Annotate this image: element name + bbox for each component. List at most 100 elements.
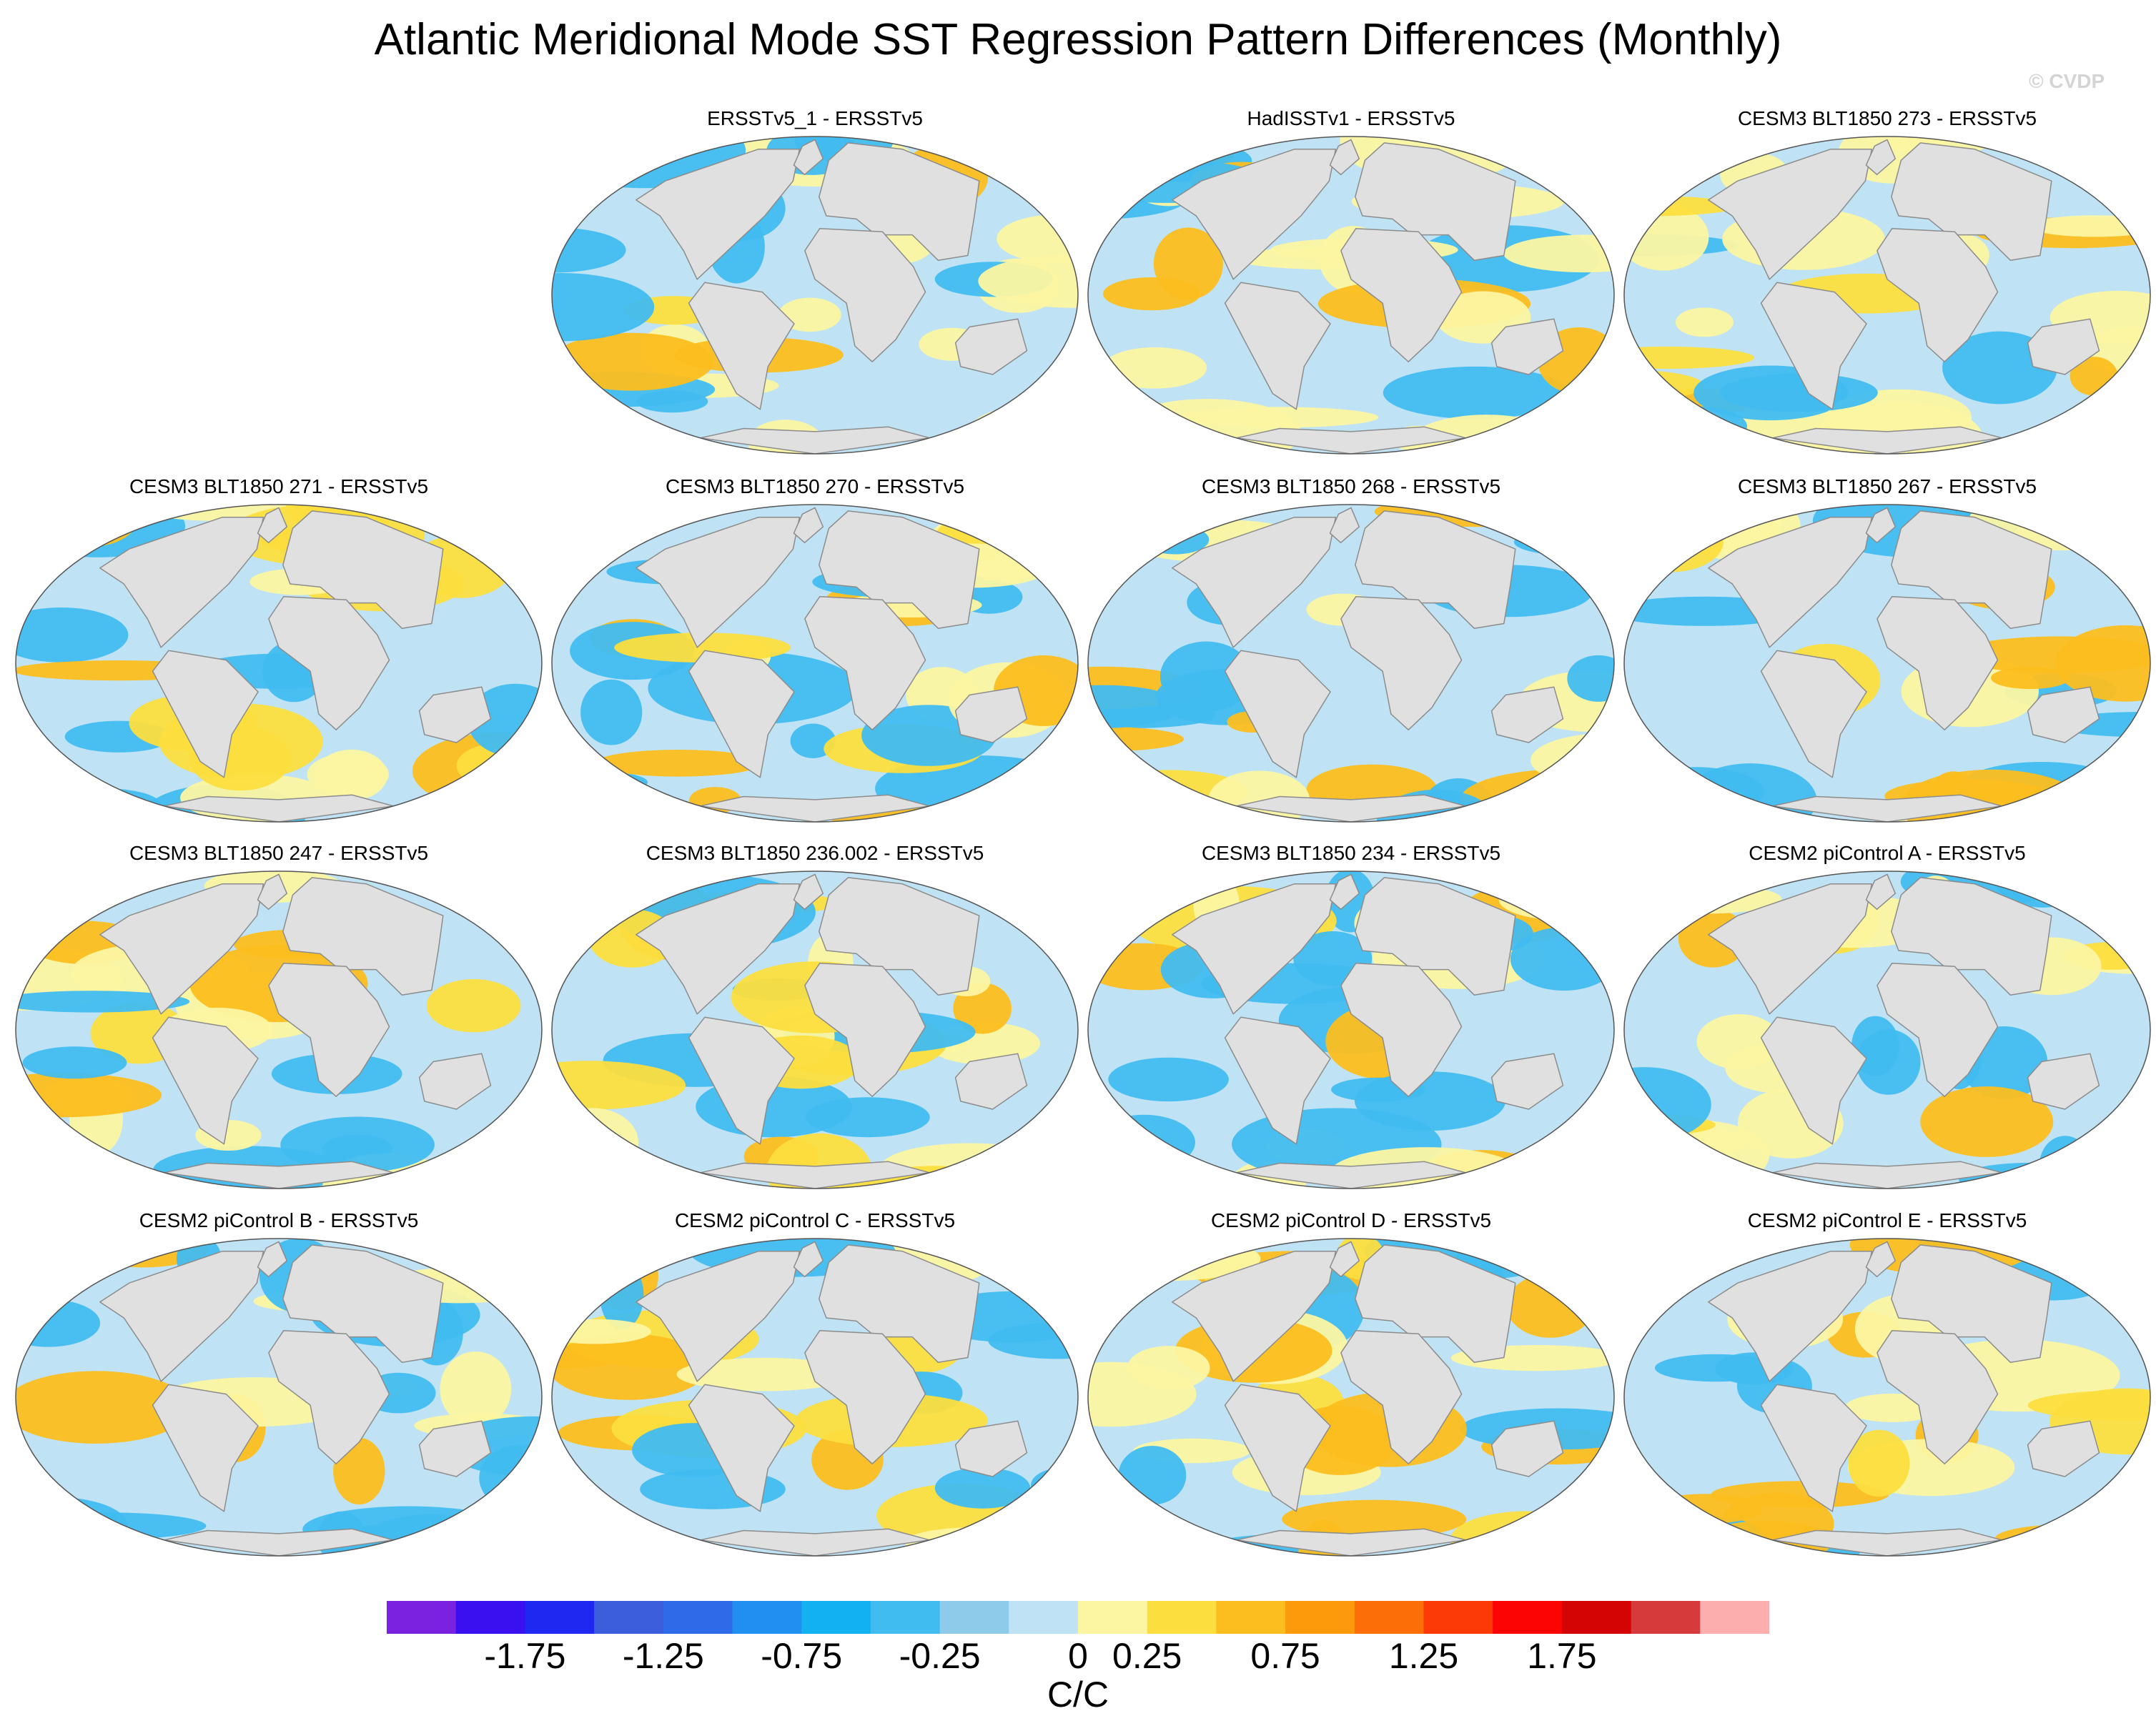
land-mass (1771, 426, 2003, 454)
anomaly-patch (552, 273, 655, 342)
land-mass (804, 963, 926, 1097)
world-map (15, 1238, 543, 1557)
world-map (551, 136, 1079, 455)
anomaly-patch (806, 1097, 930, 1138)
anomaly-patch (22, 1046, 127, 1079)
land-mass (793, 873, 824, 911)
colorbar-box (1493, 1601, 1563, 1634)
colorbar-tick-label: -0.25 (899, 1636, 981, 1676)
colorbar-box (455, 1601, 525, 1634)
anomaly-patch (1646, 1494, 1764, 1524)
land-mass (1891, 510, 2052, 629)
land-mass (1329, 1241, 1360, 1278)
land-mass (1224, 282, 1331, 410)
colorbar-box (1009, 1601, 1079, 1634)
land-mass (636, 883, 801, 1015)
panel-title: CESM2 piControl A - ERSSTv5 (1749, 842, 2026, 864)
land-mass (1172, 149, 1337, 280)
world-map (1087, 136, 1615, 455)
colorbar-box (732, 1601, 802, 1634)
anomaly-patch (1503, 234, 1614, 273)
land-mass (1235, 426, 1467, 454)
land-mass (1329, 873, 1360, 911)
colorbar-box (1078, 1601, 1148, 1634)
land-mass (1760, 650, 1867, 778)
land-mass (418, 686, 492, 743)
land-mass (636, 149, 801, 280)
colorbar-box (1354, 1601, 1424, 1634)
colorbar-tick-label: 1.25 (1388, 1636, 1459, 1676)
map-panel: CESM2 piControl A - ERSSTv5 (1616, 842, 2156, 1199)
anomaly-patch (1141, 525, 1210, 555)
map-panel: CESM2 piControl B - ERSSTv5 (7, 1209, 550, 1567)
anomaly-patch (676, 1357, 853, 1392)
cvdp-watermark: © CVDP (2029, 70, 2105, 92)
map-border (15, 871, 543, 1189)
land-mass (699, 426, 931, 454)
panel-title: CESM3 BLT1850 268 - ERSSTv5 (1201, 475, 1501, 497)
land-mass (699, 1161, 931, 1189)
land-mass (268, 1330, 390, 1464)
land-mass (1876, 1330, 1999, 1464)
land-mass (1708, 517, 1873, 648)
anomaly-patch (1108, 1057, 1229, 1102)
colorbar-box (663, 1601, 733, 1634)
land-mass (688, 1016, 795, 1145)
anomaly-patch (16, 1512, 207, 1540)
anomaly-patch (1088, 1127, 1136, 1159)
anomaly-patch (1693, 871, 1774, 890)
land-mass (1708, 883, 1873, 1015)
land-mass (1355, 877, 1516, 996)
land-mass (793, 1241, 824, 1278)
land-mass (1329, 139, 1360, 176)
anomaly-patch (1127, 1346, 1210, 1390)
anomaly-patch (1990, 667, 2070, 690)
land-mass (2027, 318, 2100, 375)
land-mass (1865, 507, 1897, 544)
anomaly-patch (1920, 1086, 2054, 1157)
land-mass (1760, 1016, 1867, 1145)
anomaly-patch (1510, 927, 1614, 991)
land-mass (1708, 1251, 1873, 1382)
colorbar-units: C/C (1047, 1675, 1109, 1715)
anomaly-patch (552, 1334, 708, 1400)
map-panel: CESM3 BLT1850 270 - ERSSTv5 (543, 475, 1087, 833)
land-mass (257, 873, 288, 911)
colorbar-box (1147, 1601, 1217, 1634)
land-mass (268, 596, 390, 730)
anomaly-patch (16, 1073, 162, 1118)
anomaly-patch (16, 607, 129, 663)
land-mass (1340, 596, 1463, 730)
land-mass (1771, 1528, 2003, 1556)
map-border (15, 1238, 543, 1557)
panel-title: CESM3 BLT1850 273 - ERSSTv5 (1737, 107, 2037, 129)
land-mass (688, 1384, 795, 1512)
anomaly-patch (934, 1467, 1031, 1509)
world-map (551, 504, 1079, 823)
colorbar-tick-label: -1.25 (622, 1636, 704, 1676)
land-mass (1891, 877, 2052, 996)
land-mass (163, 794, 395, 822)
world-map (1623, 871, 2151, 1189)
map-panel: ERSSTv5_1 - ERSSTv5 (543, 107, 1087, 465)
anomaly-patch (1675, 307, 1734, 337)
land-mass (819, 877, 980, 996)
anomaly-patch (1088, 685, 1183, 728)
land-mass (1355, 142, 1516, 261)
anomaly-patch (451, 1258, 542, 1284)
anomaly-patch (552, 1061, 686, 1110)
land-mass (793, 139, 824, 176)
land-mass (1865, 1241, 1897, 1278)
anomaly-patch (580, 679, 643, 745)
colorbar-box (939, 1601, 1009, 1634)
land-mass (1490, 1053, 1564, 1110)
world-map (15, 871, 543, 1189)
colorbar-tick-label: 1.75 (1527, 1636, 1597, 1676)
world-map (1623, 504, 2151, 823)
map-panel: CESM3 BLT1850 273 - ERSSTv5 (1616, 107, 2156, 465)
land-mass (1172, 517, 1337, 648)
colorbar-box (387, 1601, 457, 1634)
land-mass (1708, 149, 1873, 280)
anomaly-patch (1995, 1524, 2150, 1553)
figure-title: Atlantic Meridional Mode SST Regression … (374, 15, 1782, 64)
